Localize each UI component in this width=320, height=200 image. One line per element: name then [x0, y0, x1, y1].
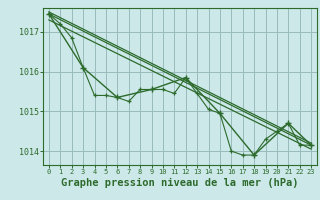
- X-axis label: Graphe pression niveau de la mer (hPa): Graphe pression niveau de la mer (hPa): [61, 178, 299, 188]
